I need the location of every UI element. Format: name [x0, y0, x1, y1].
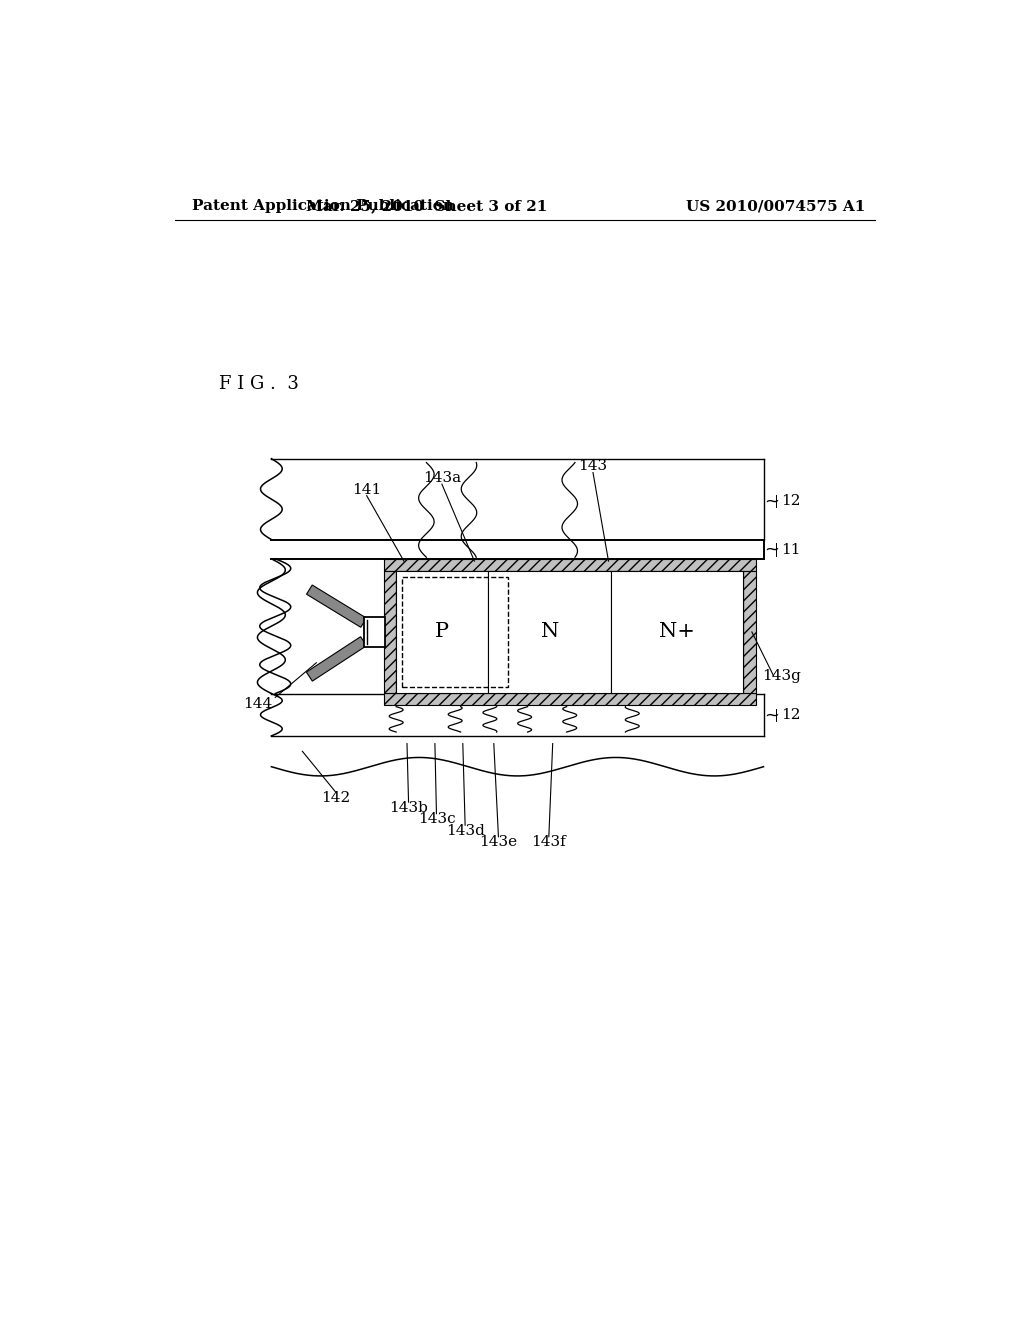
Polygon shape	[306, 636, 367, 681]
Text: N: N	[541, 623, 559, 642]
Text: US 2010/0074575 A1: US 2010/0074575 A1	[686, 199, 865, 213]
Bar	[611, 572, 743, 693]
Text: F I G .  3: F I G . 3	[219, 375, 299, 393]
Text: 143: 143	[579, 459, 607, 474]
Bar	[364, 618, 385, 647]
Bar	[396, 572, 743, 693]
Text: 141: 141	[352, 483, 381, 496]
Bar	[396, 572, 488, 693]
Bar	[384, 693, 756, 705]
Text: ~: ~	[764, 706, 779, 725]
Text: Patent Application Publication: Patent Application Publication	[191, 199, 454, 213]
Bar	[402, 577, 508, 686]
Text: 143g: 143g	[762, 669, 801, 682]
Bar	[743, 572, 756, 693]
Text: P: P	[435, 623, 450, 642]
Text: Mar. 25, 2010  Sheet 3 of 21: Mar. 25, 2010 Sheet 3 of 21	[306, 199, 547, 213]
Text: 143b: 143b	[389, 800, 428, 814]
Text: 12: 12	[781, 708, 801, 722]
Text: 143f: 143f	[531, 836, 566, 849]
Text: 11: 11	[781, 543, 801, 557]
Text: 12: 12	[781, 494, 801, 508]
Text: 143c: 143c	[418, 812, 456, 826]
Text: 144: 144	[244, 697, 272, 710]
Text: 143a: 143a	[423, 471, 461, 484]
Text: 142: 142	[322, 791, 350, 804]
Bar	[384, 572, 396, 693]
Text: ~: ~	[764, 541, 779, 558]
Text: 143e: 143e	[479, 836, 517, 849]
Polygon shape	[306, 585, 367, 627]
Text: ~: ~	[764, 492, 779, 510]
Text: 143d: 143d	[445, 824, 484, 838]
Text: N+: N+	[659, 623, 695, 642]
Bar	[488, 572, 611, 693]
Bar	[384, 558, 756, 572]
